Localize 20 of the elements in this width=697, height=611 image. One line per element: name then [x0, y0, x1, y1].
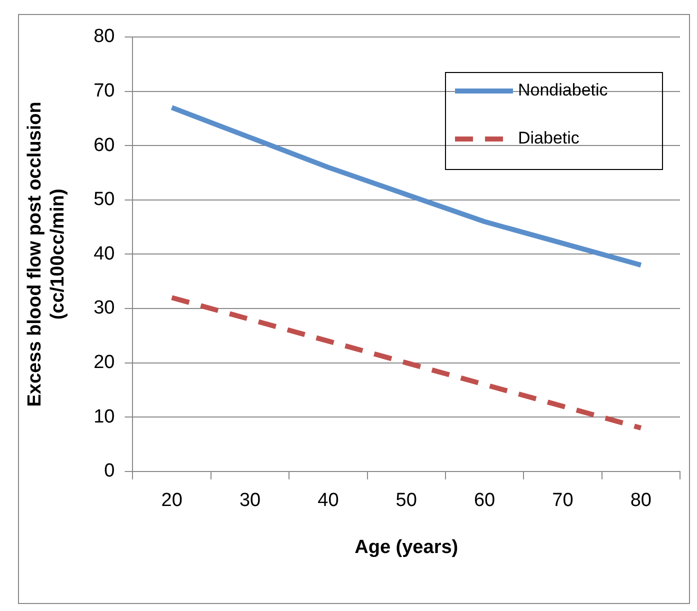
x-tick-label: 50 [396, 490, 417, 512]
y-tick-label: 80 [94, 26, 115, 48]
legend-label: Diabetic [518, 128, 580, 148]
x-tick-label: 70 [552, 490, 574, 512]
x-tick-label: 60 [474, 490, 496, 512]
y-tick-label: 20 [94, 352, 115, 374]
y-tick-label: 30 [94, 298, 115, 319]
x-axis-title: Age (years) [354, 536, 458, 558]
legend-label: Nondiabetic [518, 80, 608, 100]
y-tick-label: 60 [94, 134, 115, 156]
y-tick-label: 0 [104, 460, 115, 482]
x-tick-label: 40 [318, 490, 339, 512]
y-tick-label: 70 [94, 80, 115, 102]
y-tick-label: 50 [94, 189, 115, 210]
y-tick-label: 10 [94, 406, 115, 428]
x-tick-label: 20 [161, 490, 182, 512]
y-tick-label: 40 [94, 243, 115, 264]
y-axis-title: Excess blood flow post occlusion (cc/100cc/min) [24, 102, 68, 407]
x-tick-label: 80 [630, 490, 652, 512]
x-tick-label: 30 [239, 490, 261, 512]
